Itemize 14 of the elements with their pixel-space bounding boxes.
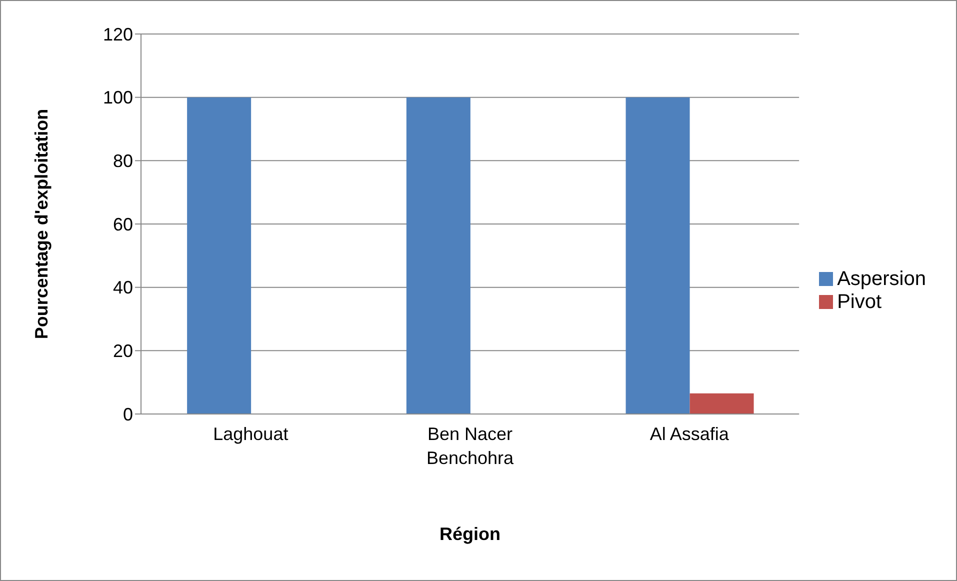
y-tick-label: 0 [122,404,133,424]
y-axis-title: Pourcentage d'exploitation [31,108,52,340]
legend-label: Aspersion [837,268,926,290]
x-axis-title: Région [440,524,501,544]
x-tick-label: Ben Nacer Benchohra [426,424,515,468]
x-tick-label: Laghouat [213,424,288,444]
y-tick-label: 20 [112,341,133,362]
y-tick-label: 60 [112,214,133,234]
legend-label: Pivot [837,290,882,312]
y-tick-label: 40 [112,278,133,298]
y-tick-label: 80 [112,151,133,172]
y-tick-label: 120 [102,24,133,44]
x-tick-label: Al Assafia [650,424,730,444]
y-tick-label: 100 [102,88,133,108]
